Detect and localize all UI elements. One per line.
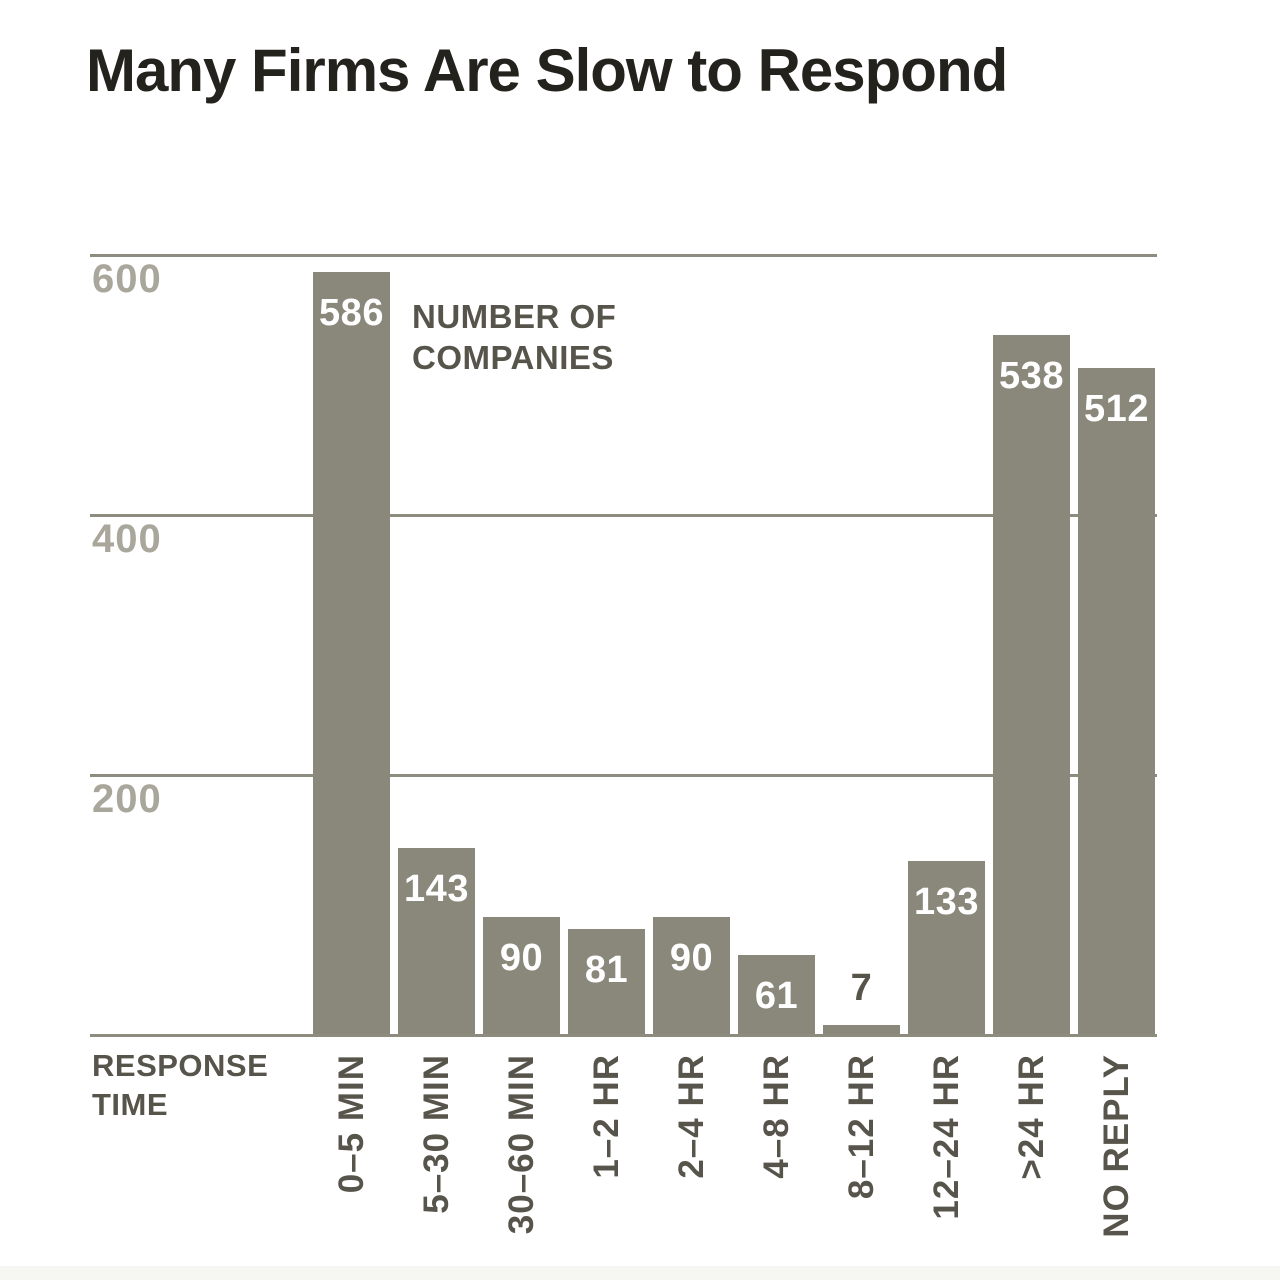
- bar-30–60 MIN: [483, 917, 560, 1034]
- gridline-200: [90, 774, 1157, 777]
- bar-value-label-2–4 HR: 90: [669, 937, 714, 979]
- x-category-label-0–5 MIN: 0–5 MIN: [332, 1054, 371, 1194]
- gridline-400: [90, 514, 1157, 517]
- x-category-label-30–60 MIN: 30–60 MIN: [502, 1054, 541, 1235]
- bar-value-label-8–12 HR: 7: [850, 967, 873, 1009]
- bar-value-label-30–60 MIN: 90: [499, 937, 544, 979]
- bar-0–5 MIN: [313, 272, 390, 1034]
- x-category-label-8–12 HR: 8–12 HR: [842, 1054, 881, 1200]
- bar-8–12 HR: [823, 1025, 900, 1034]
- y-axis-annotation-line1: NUMBER OF: [412, 298, 617, 335]
- y-axis-annotation: NUMBER OF COMPANIES: [412, 296, 616, 378]
- bar-value-label-12–24 HR: 133: [914, 881, 979, 923]
- bar-5–30 MIN: [398, 848, 475, 1034]
- x-category-label-12–24 HR: 12–24 HR: [927, 1054, 966, 1220]
- y-axis-annotation-line2: COMPANIES: [412, 339, 614, 376]
- bar-value-label-5–30 MIN: 143: [404, 868, 469, 910]
- gridline-600: [90, 254, 1157, 257]
- x-axis-line: [90, 1034, 1157, 1037]
- bar-NO REPLY: [1078, 368, 1155, 1034]
- bar-2–4 HR: [653, 917, 730, 1034]
- x-category-label-NO REPLY: NO REPLY: [1097, 1054, 1136, 1238]
- x-category-label->24 HR: >24 HR: [1012, 1054, 1051, 1180]
- y-tick-label-400: 400: [92, 517, 162, 561]
- x-axis-title: RESPONSE TIME: [92, 1046, 268, 1124]
- footer-band: [0, 1266, 1280, 1280]
- bar-value-label-0–5 MIN: 586: [319, 292, 384, 334]
- bar-value-label->24 HR: 538: [999, 355, 1064, 397]
- x-axis-title-line2: TIME: [92, 1087, 169, 1122]
- y-tick-label-600: 600: [92, 257, 162, 301]
- bar-1–2 HR: [568, 929, 645, 1034]
- x-axis-title-line1: RESPONSE: [92, 1048, 269, 1083]
- bar-value-label-4–8 HR: 61: [754, 975, 799, 1017]
- x-category-label-1–2 HR: 1–2 HR: [587, 1054, 626, 1179]
- x-category-label-4–8 HR: 4–8 HR: [757, 1054, 796, 1179]
- bar->24 HR: [993, 335, 1070, 1034]
- y-tick-label-200: 200: [92, 777, 162, 821]
- bar-value-label-1–2 HR: 81: [584, 949, 629, 991]
- bar-12–24 HR: [908, 861, 985, 1034]
- x-category-label-5–30 MIN: 5–30 MIN: [417, 1054, 456, 1214]
- bar-value-label-NO REPLY: 512: [1084, 388, 1149, 430]
- chart-title: Many Firms Are Slow to Respond: [86, 37, 1008, 104]
- bar-4–8 HR: [738, 955, 815, 1034]
- x-category-label-2–4 HR: 2–4 HR: [672, 1054, 711, 1179]
